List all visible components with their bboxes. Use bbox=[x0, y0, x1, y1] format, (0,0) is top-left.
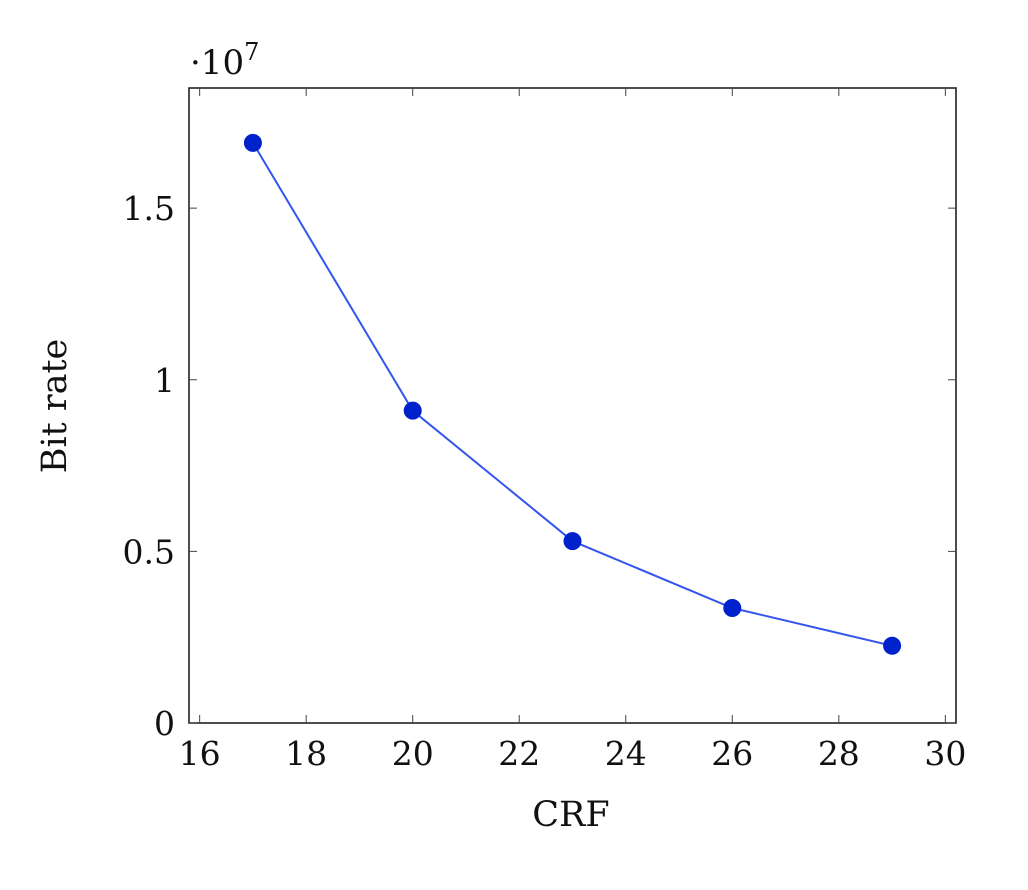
data-point bbox=[243, 133, 262, 152]
x-tick-label: 28 bbox=[818, 734, 860, 773]
x-tick-label: 30 bbox=[924, 734, 966, 773]
x-tick-label: 24 bbox=[605, 734, 647, 773]
y-tick-label: 0 bbox=[154, 704, 175, 743]
data-point bbox=[403, 401, 422, 420]
data-point bbox=[563, 532, 582, 551]
x-axis-label: CRF bbox=[532, 795, 609, 835]
y-tick-label: 1.5 bbox=[123, 189, 175, 228]
x-tick-label: 26 bbox=[711, 734, 753, 773]
x-tick-label: 16 bbox=[179, 734, 221, 773]
series-line bbox=[252, 142, 893, 647]
x-tick-label: 18 bbox=[285, 734, 327, 773]
plot-frame bbox=[188, 87, 957, 724]
x-tick-label: 22 bbox=[498, 734, 540, 773]
y-tick-label: 1 bbox=[154, 361, 175, 400]
y-exponent-label: ·107 bbox=[190, 38, 259, 83]
data-point bbox=[883, 636, 902, 655]
data-point bbox=[723, 599, 742, 618]
x-tick-label: 20 bbox=[392, 734, 434, 773]
y-axis-label: Bit rate bbox=[35, 339, 75, 473]
y-tick-label: 0.5 bbox=[123, 532, 175, 571]
